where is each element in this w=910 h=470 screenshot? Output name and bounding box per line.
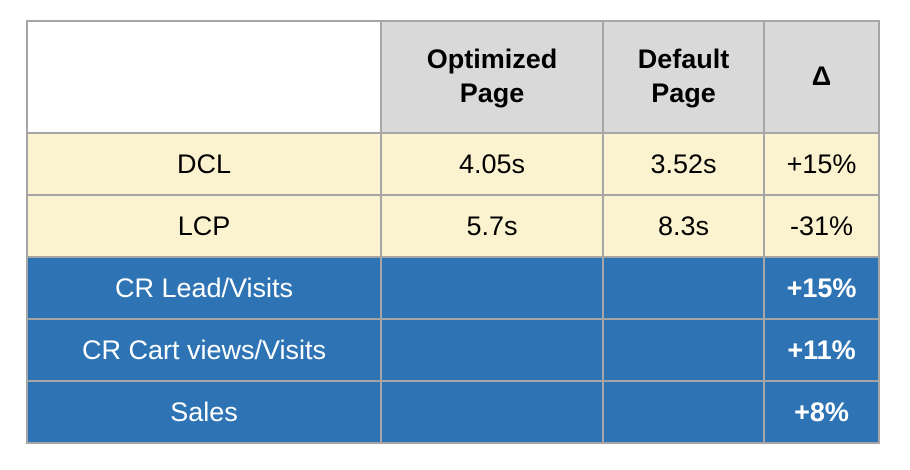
cr-cart-optimized-value [380,318,604,382]
header-corner-cell [26,20,382,134]
dcl-default-value: 3.52s [602,132,765,196]
header-delta: Δ [763,20,880,134]
lcp-delta-value: -31% [763,194,880,258]
header-default-page: Default Page [602,20,765,134]
row-label-cr-lead: CR Lead/Visits [26,256,382,320]
cr-lead-default-value [602,256,765,320]
table-row-cr-lead: CR Lead/Visits +15% [26,256,880,320]
sales-optimized-value [380,380,604,444]
row-label-sales: Sales [26,380,382,444]
row-label-cr-cart: CR Cart views/Visits [26,318,382,382]
dcl-optimized-value: 4.05s [380,132,604,196]
table-row-cr-cart: CR Cart views/Visits +11% [26,318,880,382]
table-row-sales: Sales +8% [26,380,880,444]
row-label-dcl: DCL [26,132,382,196]
dcl-delta-value: +15% [763,132,880,196]
cr-lead-delta-value: +15% [763,256,880,320]
cr-cart-delta-value: +11% [763,318,880,382]
comparison-table: Optimized Page Default Page Δ DCL 4.05s … [26,20,880,444]
cr-lead-optimized-value [380,256,604,320]
sales-default-value [602,380,765,444]
lcp-optimized-value: 5.7s [380,194,604,258]
row-label-lcp: LCP [26,194,382,258]
table-row-lcp: LCP 5.7s 8.3s -31% [26,194,880,258]
lcp-default-value: 8.3s [602,194,765,258]
table-row-dcl: DCL 4.05s 3.52s +15% [26,132,880,196]
cr-cart-default-value [602,318,765,382]
header-optimized-page: Optimized Page [380,20,604,134]
table-header-row: Optimized Page Default Page Δ [26,20,880,134]
sales-delta-value: +8% [763,380,880,444]
